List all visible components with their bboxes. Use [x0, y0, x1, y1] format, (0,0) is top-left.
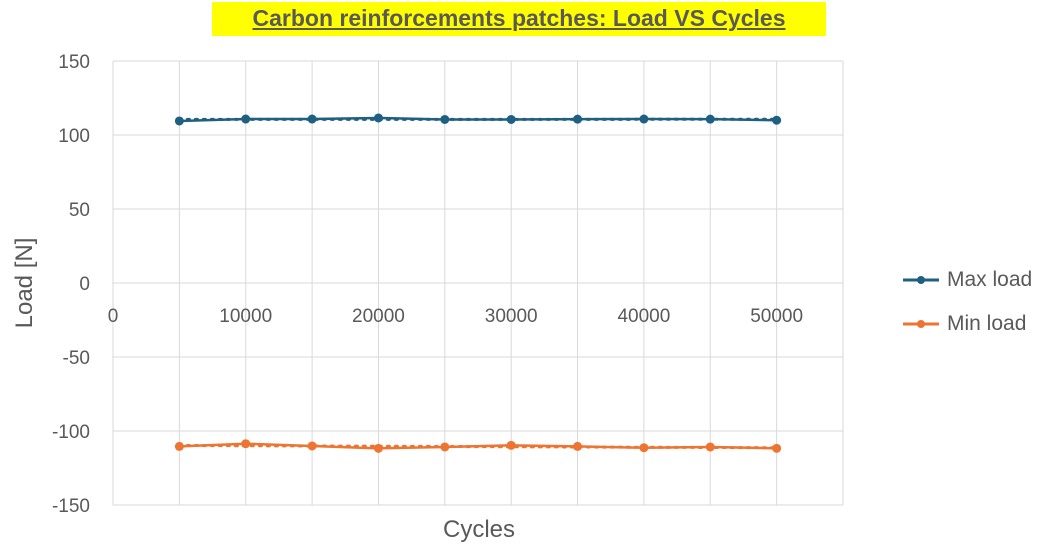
data-point — [639, 443, 649, 453]
legend-max-load: Max load — [903, 268, 1032, 292]
y-tick-label: -50 — [63, 348, 90, 369]
y-tick-label: 0 — [79, 274, 90, 295]
x-tick-label: 40000 — [617, 306, 670, 327]
x-axis-label: Cycles — [443, 516, 515, 543]
data-point — [506, 440, 516, 450]
x-tick-label: 20000 — [352, 306, 405, 327]
data-point — [241, 439, 251, 449]
data-point — [506, 114, 516, 124]
series-line — [179, 442, 777, 450]
series-line — [179, 116, 777, 123]
data-point — [573, 441, 583, 451]
x-tick-label: 10000 — [219, 306, 272, 327]
data-point — [639, 114, 649, 124]
data-point — [373, 113, 383, 123]
data-point — [307, 441, 317, 451]
data-point — [705, 114, 715, 124]
data-point — [573, 114, 583, 124]
data-point — [174, 441, 184, 451]
y-tick-label: 150 — [58, 52, 90, 73]
y-axis-label: Load [N] — [11, 238, 38, 329]
y-tick-label: -100 — [52, 422, 90, 443]
data-point — [772, 115, 782, 125]
y-tick-label: 50 — [69, 200, 90, 221]
x-tick-label: 0 — [108, 306, 119, 327]
y-tick-label: -150 — [52, 496, 90, 517]
x-tick-label: 50000 — [750, 306, 803, 327]
data-point — [772, 443, 782, 453]
legend-min-load: Min load — [903, 312, 1026, 336]
data-point — [440, 442, 450, 452]
data-point — [241, 114, 251, 124]
data-point — [174, 116, 184, 126]
chart-title: Carbon reinforcements patches: Load VS C… — [212, 2, 826, 36]
data-point — [705, 442, 715, 452]
y-tick-label: 100 — [58, 126, 90, 147]
data-point — [307, 114, 317, 124]
x-tick-label: 30000 — [485, 306, 538, 327]
legend-label: Min load — [947, 312, 1027, 335]
data-point — [440, 114, 450, 124]
data-point — [373, 443, 383, 453]
legend-label: Max load — [947, 268, 1033, 291]
